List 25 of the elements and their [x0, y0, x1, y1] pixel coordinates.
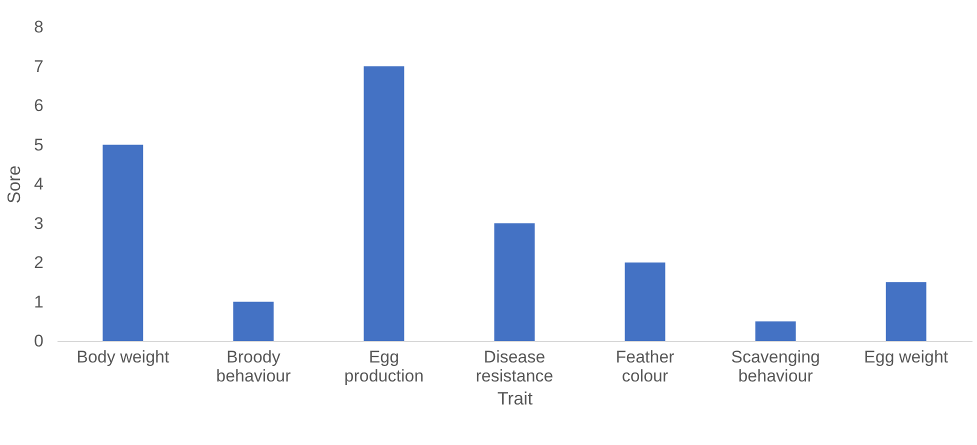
y-tick-label: 3	[34, 214, 44, 233]
y-tick-label: 5	[34, 135, 44, 154]
x-tick-label: Feather colour	[616, 348, 675, 386]
x-tick-label: Disease resistance	[476, 348, 554, 386]
x-tick-label: Broody behaviour	[216, 348, 292, 386]
x-tick-label: Body weight	[76, 348, 170, 366]
bar	[102, 144, 144, 341]
bar	[886, 282, 926, 341]
bar	[233, 302, 274, 341]
x-tick-label: Egg weight	[864, 348, 948, 366]
bar	[624, 262, 666, 341]
x-axis-title: Trait	[497, 388, 533, 408]
x-tick-label: Scavenging behaviour	[731, 348, 820, 386]
y-tick-label: 2	[34, 253, 44, 272]
y-tick-label: 8	[34, 18, 44, 36]
y-tick-label: 1	[34, 292, 44, 312]
y-tick-label: 4	[34, 174, 44, 194]
bar	[494, 223, 535, 341]
x-tick-label: Egg production	[344, 348, 424, 386]
bar	[364, 66, 404, 341]
y-tick-label: 6	[34, 96, 44, 115]
bar	[755, 321, 796, 341]
y-tick-label: 7	[34, 56, 44, 76]
y-axis-title: Sore	[4, 165, 24, 204]
y-tick-label: 0	[34, 332, 44, 350]
